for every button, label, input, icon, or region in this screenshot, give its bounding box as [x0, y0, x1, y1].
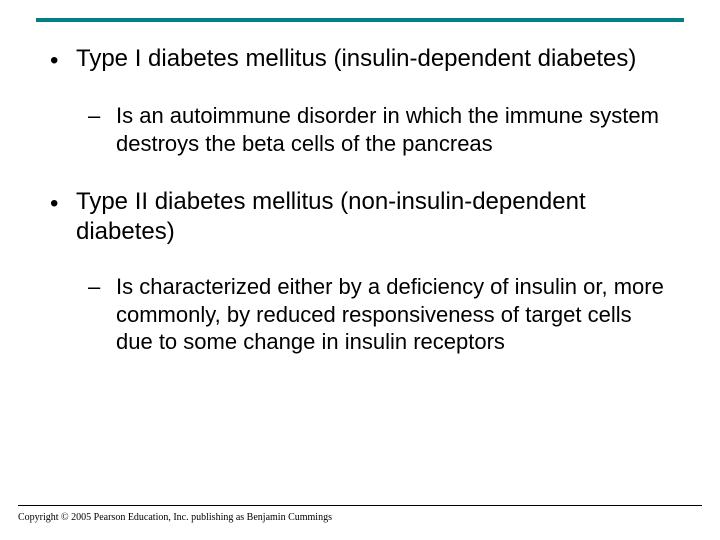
- top-divider: [36, 18, 684, 22]
- slide: •Type I diabetes mellitus (insulin-depen…: [0, 0, 720, 540]
- bullet-marker: •: [50, 44, 76, 76]
- bullet-marker: •: [50, 187, 76, 219]
- bullet-text: Is an autoimmune disorder in which the i…: [116, 102, 670, 157]
- bullet-level-1: •Type II diabetes mellitus (non-insulin-…: [50, 187, 670, 247]
- bullet-level-2: –Is an autoimmune disorder in which the …: [88, 102, 670, 157]
- content-area: •Type I diabetes mellitus (insulin-depen…: [50, 44, 670, 356]
- bullet-text: Type I diabetes mellitus (insulin-depend…: [76, 44, 670, 74]
- bullet-text: Type II diabetes mellitus (non-insulin-d…: [76, 187, 670, 247]
- bullet-level-1: •Type I diabetes mellitus (insulin-depen…: [50, 44, 670, 76]
- bullet-marker: –: [88, 273, 116, 301]
- bullet-marker: –: [88, 102, 116, 130]
- bullet-level-2: –Is characterized either by a deficiency…: [88, 273, 670, 356]
- bottom-divider: [18, 505, 702, 506]
- bullet-text: Is characterized either by a deficiency …: [116, 273, 670, 356]
- copyright-text: Copyright © 2005 Pearson Education, Inc.…: [18, 512, 332, 523]
